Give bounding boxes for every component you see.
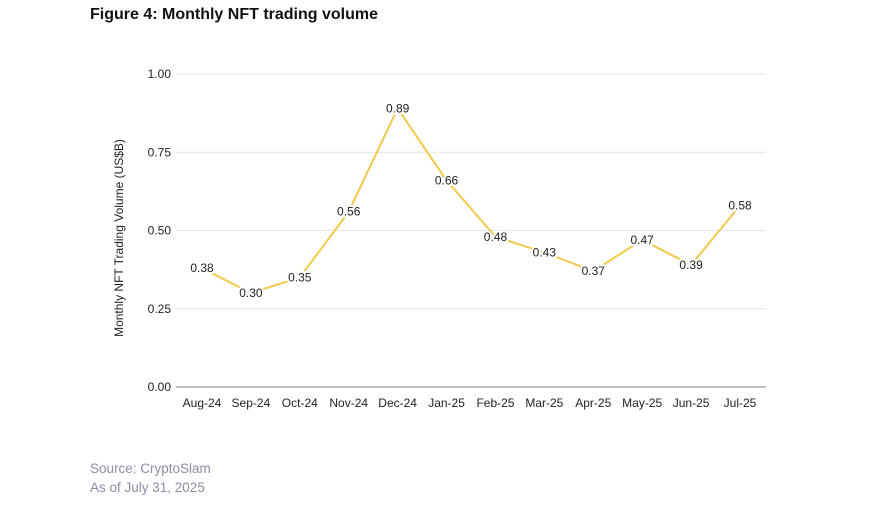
x-tick-label: Jan-25 bbox=[428, 396, 465, 410]
data-label: 0.38 bbox=[190, 261, 214, 275]
x-tick-label: Oct-24 bbox=[282, 396, 318, 410]
x-tick-label: Aug-24 bbox=[183, 396, 222, 410]
source-text: Source: CryptoSlam bbox=[90, 461, 211, 476]
y-tick-label: 0.25 bbox=[148, 302, 172, 316]
x-tick-label: Feb-25 bbox=[476, 396, 514, 410]
x-tick-label: Nov-24 bbox=[329, 396, 368, 410]
x-tick-label: May-25 bbox=[622, 396, 662, 410]
data-label: 0.89 bbox=[386, 101, 410, 115]
data-label: 0.66 bbox=[435, 173, 459, 187]
as-of-text: As of July 31, 2025 bbox=[90, 480, 205, 495]
x-tick-label: Sep-24 bbox=[232, 396, 271, 410]
x-axis-ticks: Aug-24 Sep-24 Oct-24 Nov-24 Dec-24 Jan-25 Feb-… bbox=[183, 396, 757, 410]
y-tick-label: 0.00 bbox=[148, 380, 172, 394]
y-tick-label: 0.75 bbox=[148, 145, 172, 159]
data-label: 0.43 bbox=[533, 245, 557, 259]
source-note: Source: CryptoSlam As of July 31, 2025 bbox=[90, 459, 211, 497]
data-label: 0.37 bbox=[582, 264, 606, 278]
data-label: 0.56 bbox=[337, 205, 361, 219]
x-tick-label: Jun-25 bbox=[673, 396, 710, 410]
x-tick-label: Jul-25 bbox=[724, 396, 757, 410]
series-line bbox=[201, 107, 741, 295]
data-label: 0.47 bbox=[631, 233, 655, 247]
figure-title: Figure 4: Monthly NFT trading volume bbox=[90, 6, 378, 23]
data-label: 0.35 bbox=[288, 270, 312, 284]
y-axis-ticks: 0.00 0.25 0.50 0.75 1.00 bbox=[148, 67, 172, 394]
x-tick-label: Apr-25 bbox=[575, 396, 611, 410]
gridlines bbox=[176, 73, 766, 388]
y-axis-label: Monthly NFT Trading Volume (US$B) bbox=[112, 139, 126, 337]
data-label: 0.48 bbox=[484, 230, 508, 244]
data-label: 0.58 bbox=[728, 198, 752, 212]
data-labels: 0.38 0.30 0.35 0.56 0.89 0.66 0.48 0.43 0.37 0.47… bbox=[188, 99, 754, 302]
y-tick-label: 1.00 bbox=[148, 67, 172, 81]
x-tick-label: Dec-24 bbox=[378, 396, 417, 410]
series-line-layer bbox=[201, 107, 741, 295]
y-tick-label: 0.50 bbox=[148, 224, 172, 238]
data-label: 0.30 bbox=[239, 286, 263, 300]
x-tick-label: Mar-25 bbox=[525, 396, 563, 410]
data-label: 0.39 bbox=[679, 258, 703, 272]
